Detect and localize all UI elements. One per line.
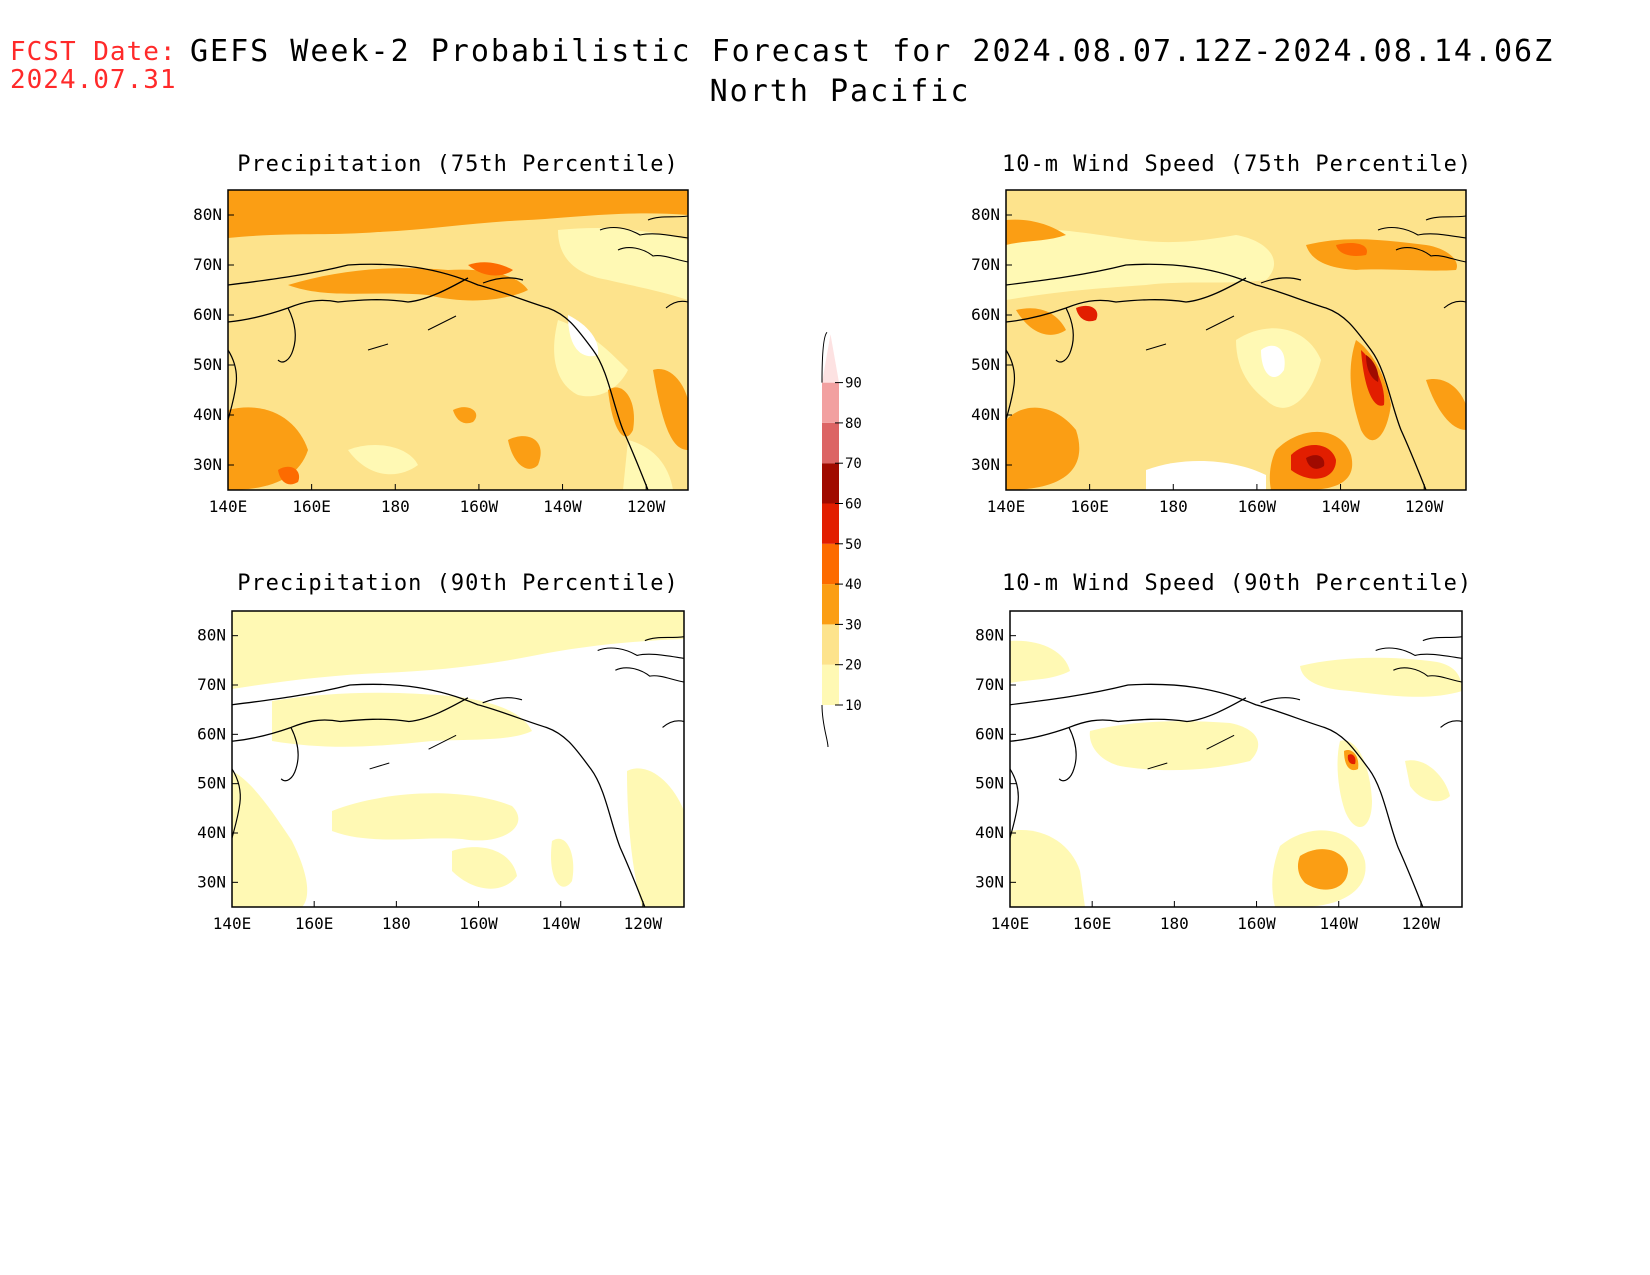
map-axes: 140E 160E 180 160W 140W 120W 30N 40N 50N 60N 70N 80… xyxy=(193,205,1444,933)
lon-tick-label: 120W xyxy=(627,497,666,516)
lon-tick-label: 120W xyxy=(624,914,663,933)
lat-tick-label: 80N xyxy=(197,626,226,645)
lon-tick-label: 180 xyxy=(1160,914,1189,933)
forecast-date-label: FCST Date: 2024.07.31 xyxy=(10,38,177,94)
colorbar-tick-label: 60 xyxy=(845,497,862,513)
title-line-1: GEFS Week-2 Probabilistic Forecast for 2… xyxy=(190,34,1555,69)
lat-tick-label: 50N xyxy=(197,774,226,793)
lon-tick-label: 140E xyxy=(209,497,248,516)
colorbar-tick-label: 50 xyxy=(845,537,862,553)
lon-tick-label: 180 xyxy=(381,497,410,516)
lat-tick-label: 50N xyxy=(975,774,1004,793)
colorbar-tick-label: 20 xyxy=(845,658,862,674)
lat-tick-label: 80N xyxy=(193,205,222,224)
lat-tick-label: 40N xyxy=(971,405,1000,424)
colorbar-tick-label: 80 xyxy=(845,416,862,432)
lat-tick-label: 60N xyxy=(193,305,222,324)
colorbar-tick-label: 10 xyxy=(845,698,862,714)
lon-tick-label: 140E xyxy=(213,914,252,933)
colorbar-swatch xyxy=(822,463,839,504)
colorbar-swatch xyxy=(822,334,839,383)
lon-tick-label: 160W xyxy=(460,497,499,516)
map-wind90 xyxy=(1009,610,1463,908)
lon-tick-label: 140W xyxy=(543,497,582,516)
lat-tick-label: 30N xyxy=(971,455,1000,474)
lon-tick-label: 140W xyxy=(1321,497,1360,516)
lat-tick-label: 60N xyxy=(971,305,1000,324)
map-precip75 xyxy=(227,189,689,491)
lon-tick-label: 140E xyxy=(991,914,1030,933)
lon-tick-label: 160W xyxy=(459,914,498,933)
colorbar-swatch xyxy=(822,543,839,585)
colorbar-tick-label: 90 xyxy=(845,376,862,392)
lat-tick-label: 70N xyxy=(971,255,1000,274)
lat-tick-label: 60N xyxy=(197,724,226,743)
lon-tick-label: 160E xyxy=(1073,914,1112,933)
lon-tick-label: 120W xyxy=(1402,914,1441,933)
colorbar: 10 20 30 40 50 60 70 80 90 xyxy=(821,331,862,748)
lon-tick-label: 140E xyxy=(987,497,1026,516)
lon-tick-label: 160E xyxy=(292,497,331,516)
panel-title-precip75: Precipitation (75th Percentile) xyxy=(237,152,679,177)
lat-tick-label: 30N xyxy=(975,872,1004,891)
lat-tick-label: 60N xyxy=(975,724,1004,743)
lat-tick-label: 80N xyxy=(971,205,1000,224)
lat-tick-label: 70N xyxy=(975,675,1004,694)
map-wind75 xyxy=(1005,189,1467,491)
lat-tick-label: 40N xyxy=(197,823,226,842)
lon-tick-label: 120W xyxy=(1405,497,1444,516)
panel-title-precip90: Precipitation (90th Percentile) xyxy=(237,571,679,596)
lat-tick-label: 50N xyxy=(971,355,1000,374)
lon-tick-label: 160W xyxy=(1238,497,1277,516)
lon-tick-label: 160E xyxy=(1070,497,1109,516)
colorbar-swatch xyxy=(822,624,839,665)
colorbar-tick-label: 30 xyxy=(845,617,862,633)
colorbar-tick-label: 70 xyxy=(845,456,862,472)
colorbar-swatch xyxy=(822,503,839,544)
lat-tick-label: 30N xyxy=(193,455,222,474)
map-precip90 xyxy=(231,610,685,908)
colorbar-lower-end xyxy=(821,704,829,748)
fcst-date-value: 2024.07.31 xyxy=(10,65,177,95)
lon-tick-label: 180 xyxy=(1159,497,1188,516)
page-title: GEFS Week-2 Probabilistic Forecast for 2… xyxy=(190,32,1555,112)
colorbar-tick-label: 40 xyxy=(845,577,862,593)
lat-tick-label: 50N xyxy=(193,355,222,374)
lat-tick-label: 70N xyxy=(197,675,226,694)
lat-tick-label: 70N xyxy=(193,255,222,274)
title-region: North Pacific xyxy=(709,74,971,109)
lon-tick-label: 160E xyxy=(295,914,334,933)
colorbar-swatch xyxy=(822,584,839,625)
fcst-date-caption: FCST Date: xyxy=(10,37,177,67)
panel-title-wind75: 10-m Wind Speed (75th Percentile) xyxy=(1002,152,1473,177)
lat-tick-label: 40N xyxy=(975,823,1004,842)
lon-tick-label: 140W xyxy=(1319,914,1358,933)
colorbar-swatch xyxy=(822,664,839,705)
lat-tick-label: 40N xyxy=(193,405,222,424)
lat-tick-label: 30N xyxy=(197,872,226,891)
colorbar-upper-end xyxy=(821,331,828,383)
lon-tick-label: 180 xyxy=(382,914,411,933)
lat-tick-label: 80N xyxy=(975,626,1004,645)
lon-tick-label: 160W xyxy=(1237,914,1276,933)
lon-tick-label: 140W xyxy=(541,914,580,933)
panel-title-wind90: 10-m Wind Speed (90th Percentile) xyxy=(1002,571,1473,596)
colorbar-swatch xyxy=(822,382,839,423)
colorbar-swatch xyxy=(822,422,839,464)
